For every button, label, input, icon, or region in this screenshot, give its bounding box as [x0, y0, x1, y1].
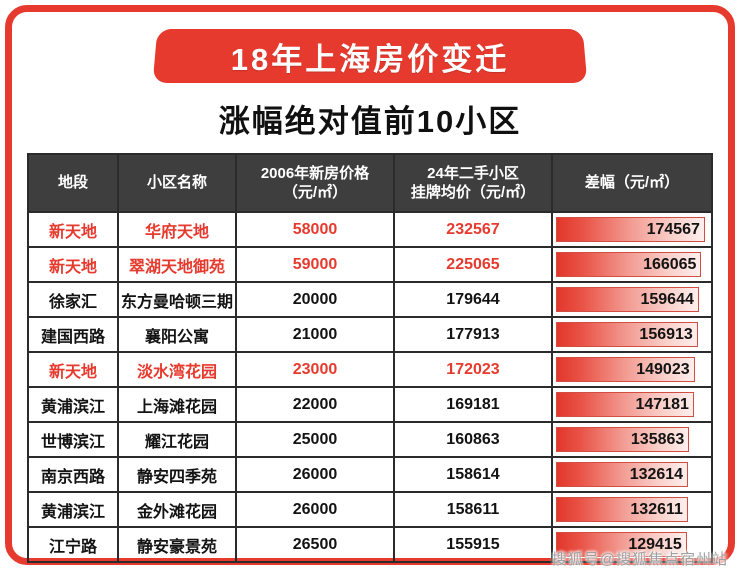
cell-district: 徐家汇	[27, 281, 119, 318]
cell-price-2006: 26000	[235, 456, 395, 493]
header-cell: 地段	[27, 153, 119, 213]
table-row: 黄浦滨江 金外滩花园 26000 158611 132611	[27, 491, 713, 528]
cell-district: 建国西路	[27, 316, 119, 353]
diff-bar: 166065	[556, 252, 702, 277]
banner-ribbon: 18年上海房价变迁	[155, 29, 585, 83]
diff-bar: 156913	[556, 322, 698, 347]
diff-value: 132614	[629, 465, 684, 483]
diff-bar: 159644	[556, 287, 699, 312]
diff-bar: 147181	[556, 392, 694, 417]
cell-community: 金外滩花园	[117, 491, 237, 528]
cell-district: 江宁路	[27, 526, 119, 563]
cell-price-2006: 22000	[235, 386, 395, 423]
cell-community: 上海滩花园	[117, 386, 237, 423]
watermark: 搜狐号@搜狐焦点宿州站	[551, 551, 728, 568]
cell-price-2006: 20000	[235, 281, 395, 318]
cell-district: 黄浦滨江	[27, 386, 119, 423]
cell-diff: 147181	[551, 386, 713, 423]
cell-community: 襄阳公寓	[117, 316, 237, 353]
cell-community: 翠湖天地御苑	[117, 246, 237, 283]
cell-price-2024: 172023	[393, 351, 553, 388]
cell-diff: 132614	[551, 456, 713, 493]
table-row: 世博滨江 耀江花园 25000 160863 135863	[27, 421, 713, 458]
banner-title: 18年上海房价变迁	[230, 41, 510, 77]
cell-price-2006: 25000	[235, 421, 395, 458]
cell-price-2024: 177913	[393, 316, 553, 353]
table-row: 江宁路 静安豪景苑 26500 155915 129415	[27, 526, 713, 563]
cell-diff: 166065	[551, 246, 713, 283]
cell-price-2024: 169181	[393, 386, 553, 423]
table-body: 新天地 华府天地 58000 232567 174567 新天地 翠湖天地御苑 59000 22…	[27, 211, 713, 563]
cell-community: 耀江花园	[117, 421, 237, 458]
cell-diff: 135863	[551, 421, 713, 458]
table-row: 黄浦滨江 上海滩花园 22000 169181 147181	[27, 386, 713, 423]
cell-price-2006: 58000	[235, 211, 395, 248]
header-cell: 24年二手小区 挂牌均价（元/㎡）	[393, 153, 553, 213]
header-cell: 差幅（元/㎡）	[551, 153, 713, 213]
cell-district: 南京西路	[27, 456, 119, 493]
table-row: 徐家汇 东方曼哈顿三期 20000 179644 159644	[27, 281, 713, 318]
table-row: 新天地 华府天地 58000 232567 174567	[27, 211, 713, 248]
table-header: 地段 小区名称 2006年新房价格 （元/㎡） 24年二手小区 挂牌均价（元/㎡） 差幅（元…	[27, 153, 713, 213]
cell-diff: 129415	[551, 526, 713, 563]
diff-bar: 135863	[556, 427, 690, 452]
diff-value: 166065	[643, 255, 697, 273]
cell-price-2006: 26500	[235, 526, 395, 563]
table-header-row: 地段 小区名称 2006年新房价格 （元/㎡） 24年二手小区 挂牌均价（元/㎡） 差幅（元…	[27, 153, 713, 213]
table-row: 新天地 淡水湾花园 23000 172023 149023	[27, 351, 713, 388]
table-row: 建国西路 襄阳公寓 21000 177913 156913	[27, 316, 713, 353]
cell-price-2006: 26000	[235, 491, 395, 528]
cell-district: 世博滨江	[27, 421, 119, 458]
cell-price-2024: 179644	[393, 281, 553, 318]
cell-price-2024: 158614	[393, 456, 553, 493]
cell-price-2006: 21000	[235, 316, 395, 353]
diff-value: 135863	[630, 430, 685, 448]
cell-price-2006: 23000	[235, 351, 395, 388]
diff-value: 159644	[640, 290, 694, 308]
header-cell: 2006年新房价格 （元/㎡）	[235, 153, 395, 213]
cell-price-2024: 155915	[393, 526, 553, 563]
page-subtitle: 涨幅绝对值前10小区	[218, 104, 522, 139]
cell-diff: 156913	[551, 316, 713, 353]
diff-value: 129415	[628, 535, 682, 553]
table-row: 南京西路 静安四季苑 26000 158614 132614	[27, 456, 713, 493]
diff-bar: 129415	[556, 532, 687, 557]
cell-district: 黄浦滨江	[27, 491, 119, 528]
diff-bar: 132614	[556, 462, 689, 487]
cell-diff: 174567	[551, 211, 713, 248]
cell-community: 静安四季苑	[117, 456, 237, 493]
cell-community: 华府天地	[117, 211, 237, 248]
cell-price-2024: 160863	[393, 421, 553, 458]
header-cell: 小区名称	[117, 153, 237, 213]
diff-value: 147181	[635, 395, 689, 413]
cell-community: 东方曼哈顿三期	[117, 281, 237, 318]
diff-value: 156913	[639, 325, 693, 343]
cell-price-2024: 158611	[393, 491, 553, 528]
cell-price-2024: 225065	[393, 246, 553, 283]
table-row: 新天地 翠湖天地御苑 59000 225065 166065	[27, 246, 713, 283]
cell-diff: 132611	[551, 491, 713, 528]
diff-value: 174567	[646, 220, 700, 238]
cell-diff: 149023	[551, 351, 713, 388]
cell-district: 新天地	[27, 211, 119, 248]
cell-district: 新天地	[27, 351, 119, 388]
diff-bar: 132611	[556, 497, 688, 522]
cell-price-2006: 59000	[235, 246, 395, 283]
diff-bar: 149023	[556, 357, 695, 382]
diff-bar: 174567	[556, 217, 705, 242]
diff-value: 149023	[636, 360, 690, 378]
red-border-frame: 18年上海房价变迁 涨幅绝对值前10小区 地段 小区名称 2006年新房价格 （元/㎡…	[5, 5, 735, 565]
cell-district: 新天地	[27, 246, 119, 283]
cell-community: 静安豪景苑	[117, 526, 237, 563]
cell-community: 淡水湾花园	[117, 351, 237, 388]
price-table: 地段 小区名称 2006年新房价格 （元/㎡） 24年二手小区 挂牌均价（元/㎡） 差幅（元…	[27, 153, 713, 563]
cell-price-2024: 232567	[393, 211, 553, 248]
cell-diff: 159644	[551, 281, 713, 318]
diff-value: 132611	[630, 500, 683, 518]
